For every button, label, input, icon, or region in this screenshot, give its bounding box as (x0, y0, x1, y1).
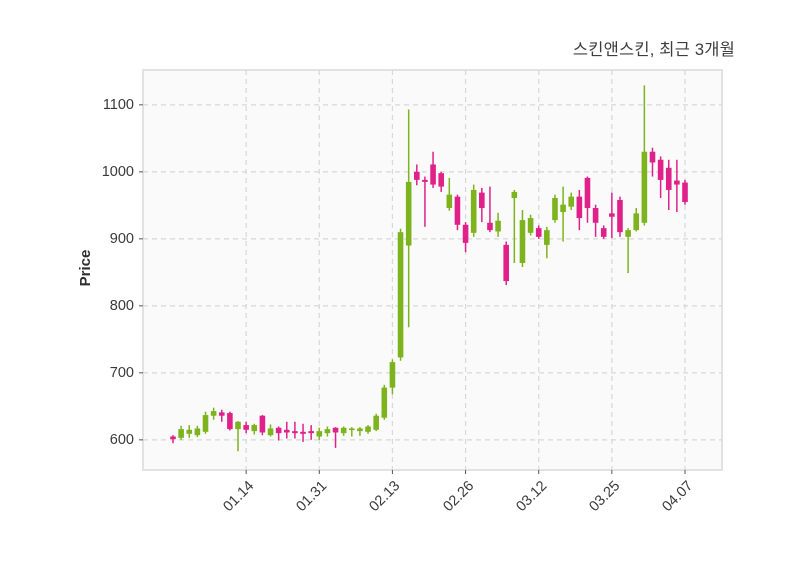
candle-body-down (487, 222, 493, 231)
candle-body-down (503, 244, 510, 282)
candle-body-down (243, 425, 249, 430)
candle-body-up (251, 425, 258, 432)
candle-body-down (414, 171, 420, 180)
candle-body-down (535, 228, 542, 237)
candle-body-down (170, 436, 176, 440)
candle-body-up (340, 427, 347, 434)
candle-body-up (202, 415, 209, 432)
candle-body-up (495, 220, 501, 232)
candle-body-down (674, 180, 680, 185)
candle-body-down (283, 429, 290, 433)
candle-body-down (292, 431, 298, 434)
candle-body-up (373, 415, 379, 430)
candle-body-down (609, 213, 615, 217)
candle-body-down (600, 228, 607, 237)
candle-body-up (405, 181, 412, 246)
candle-body-down (462, 224, 469, 243)
candle-body-down (454, 196, 461, 225)
candle-body-up (625, 230, 631, 237)
candle-body-up (316, 431, 323, 437)
candle-body-up (210, 411, 217, 416)
candle-body-up (178, 429, 184, 438)
candle-body-up (389, 362, 396, 388)
candle-body-up (194, 428, 201, 436)
candle-body-down (422, 179, 428, 182)
candle-body-down (592, 208, 599, 223)
candle-body-up (519, 220, 526, 263)
candle-body-up (365, 426, 371, 432)
y-tick-label: 1100 (102, 96, 134, 113)
candle-body-up (397, 232, 404, 358)
candle-body-up (641, 151, 648, 223)
candle-body-down (300, 431, 306, 434)
candle-body-down (430, 164, 436, 185)
candle-body-up (633, 213, 640, 231)
candle-body-down (218, 412, 225, 416)
y-tick-label: 700 (109, 364, 134, 381)
candle-body-up (324, 429, 331, 434)
candle-body-up (560, 204, 566, 213)
candle-body-up (527, 218, 534, 233)
candle-body-up (381, 387, 388, 418)
candle-body-down (479, 192, 485, 209)
candle-body-down (657, 159, 664, 180)
y-tick-label: 900 (109, 230, 134, 247)
candle-body-down (649, 151, 656, 163)
candle-body-up (470, 189, 477, 233)
y-tick-label: 800 (109, 297, 134, 314)
candle-body-up (511, 191, 518, 198)
candle-body-up (568, 196, 575, 207)
candle-body-down (438, 173, 444, 187)
y-tick-label: 1000 (101, 163, 134, 180)
candle-body-down (682, 182, 688, 202)
candle-body-down (259, 415, 266, 433)
candle-body-down (665, 167, 672, 190)
candle-body-down (576, 196, 583, 219)
candle-body-up (552, 197, 558, 221)
candle-body-down (308, 431, 314, 434)
candle-body-up (348, 428, 355, 431)
plot-area (142, 69, 723, 471)
candle-body-up (544, 230, 550, 245)
candle-body-up (357, 428, 363, 432)
candle-body-up (186, 429, 193, 434)
y-tick-label: 600 (109, 431, 134, 448)
chart-title: 스킨앤스킨, 최근 3개월 (572, 41, 735, 59)
candle-body-up (446, 194, 453, 209)
candle-body-down (617, 199, 623, 233)
candle-body-down (332, 427, 339, 433)
candle-body-up (235, 421, 241, 430)
candle-body-down (227, 413, 233, 430)
candle-body-down (275, 427, 282, 434)
candle-body-up (267, 428, 274, 436)
candle-body-down (584, 177, 591, 209)
